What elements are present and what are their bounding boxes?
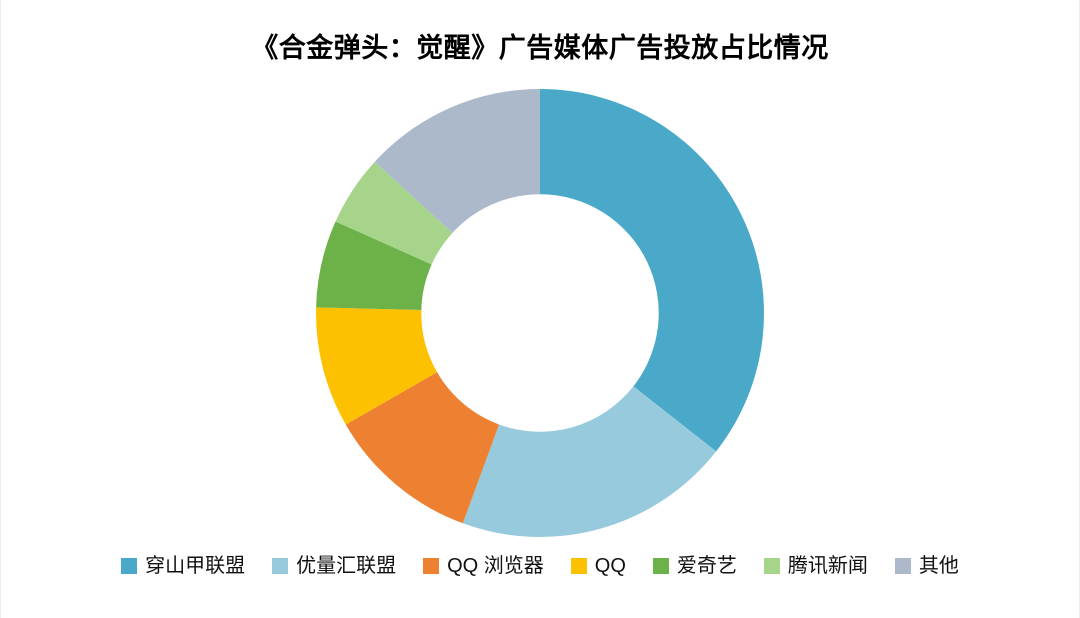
donut-slice xyxy=(316,221,432,311)
donut-slice xyxy=(345,372,500,524)
legend-swatch xyxy=(652,558,669,574)
legend-swatch xyxy=(570,558,587,574)
legend-label: 爱奇艺 xyxy=(676,555,737,577)
legend-item: 腾讯新闻 xyxy=(763,555,868,577)
chart-title: 《合金弹头：觉醒》广告媒体广告投放占比情况 xyxy=(251,33,829,63)
legend-item: QQ xyxy=(570,555,626,577)
page-edge-left xyxy=(0,0,1,618)
donut-slice xyxy=(335,161,453,265)
legend-item: 优量汇联盟 xyxy=(272,556,396,576)
legend-label: 腾讯新闻 xyxy=(787,555,868,577)
donut-chart xyxy=(315,89,765,538)
legend-swatch xyxy=(763,558,780,574)
legend-item: 其他 xyxy=(894,555,959,577)
legend-label: QQ 浏览器 xyxy=(447,555,544,577)
legend-label: QQ xyxy=(594,555,626,577)
donut-slice xyxy=(462,386,717,538)
legend-item: 爱奇艺 xyxy=(652,555,737,577)
legend-swatch xyxy=(272,558,289,574)
legend-item: QQ 浏览器 xyxy=(423,556,544,576)
legend-label: 优量汇联盟 xyxy=(296,555,397,577)
legend-label: 穿山甲联盟 xyxy=(145,555,246,577)
chart-legend: 穿山甲联盟 优量汇联盟 QQ 浏览器 QQ 爱奇艺 腾讯新闻 其他 xyxy=(0,556,1080,576)
donut-slice xyxy=(540,89,765,452)
legend-item: 穿山甲联盟 xyxy=(121,556,245,576)
donut-slice xyxy=(315,307,438,425)
legend-label: 其他 xyxy=(918,555,959,577)
legend-swatch xyxy=(894,558,911,574)
legend-swatch xyxy=(423,558,440,574)
legend-swatch xyxy=(121,558,138,574)
donut-slice xyxy=(374,89,540,233)
